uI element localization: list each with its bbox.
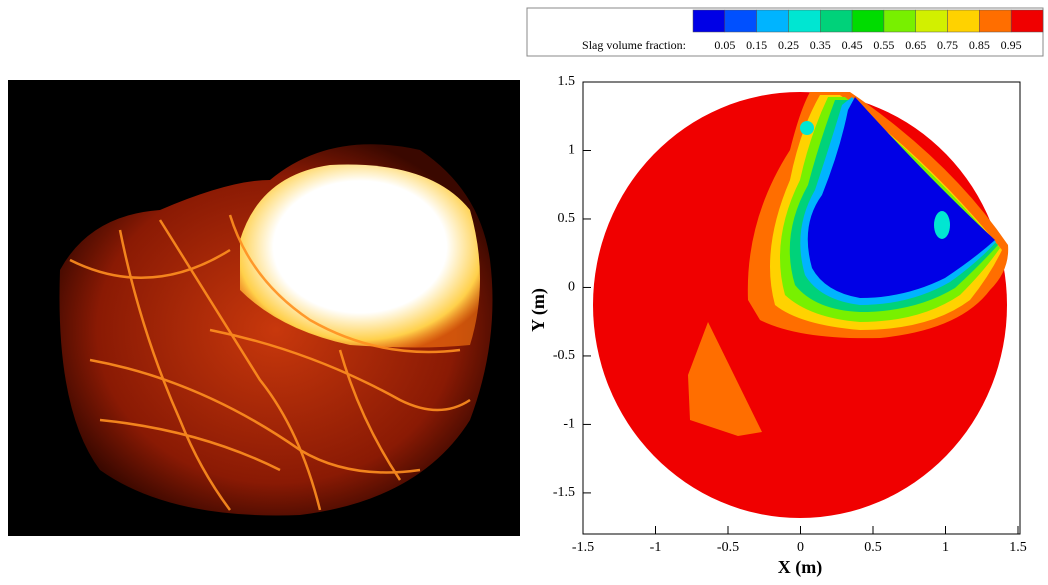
colorbar-swatch (884, 10, 916, 32)
colorbar-level: 0.45 (842, 38, 863, 52)
y-axis-label: Y (m) (528, 288, 549, 332)
colorbar-swatch (725, 10, 757, 32)
colorbar-swatch (757, 10, 789, 32)
y-tick-label: 1 (568, 143, 575, 158)
figure: Slag volume fraction: X (m) Y (m) -1.5 -1… (0, 0, 1048, 580)
colorbar-swatch (948, 10, 980, 32)
x-tick-label: 1 (942, 540, 949, 555)
y-tick-label: -0.5 (553, 348, 575, 363)
colorbar-swatch (693, 10, 725, 32)
x-tick-label: 0.5 (864, 540, 882, 555)
colorbar-level: 0.15 (746, 38, 767, 52)
y-tick-label: 1.5 (558, 74, 576, 89)
colorbar-level: 0.75 (937, 38, 958, 52)
photo (8, 80, 520, 536)
colorbar-level: 0.65 (905, 38, 926, 52)
colorbar-level: 0.05 (714, 38, 735, 52)
x-tick-label: 0 (797, 540, 804, 555)
y-tick-label: -1 (563, 417, 575, 432)
y-tick-label: 0 (568, 280, 575, 295)
colorbar-level: 0.95 (1001, 38, 1022, 52)
x-tick-label: -1.5 (572, 540, 594, 555)
y-tick-label: 0.5 (558, 211, 576, 226)
colorbar-swatch (916, 10, 948, 32)
colorbar-swatch (788, 10, 820, 32)
colorbar-swatch (852, 10, 884, 32)
colorbar-level: 0.35 (810, 38, 831, 52)
x-tick-label: 1.5 (1009, 540, 1027, 555)
x-tick-label: -1 (650, 540, 662, 555)
x-axis-label: X (m) (778, 557, 822, 578)
colorbar-swatch (820, 10, 852, 32)
x-tick-label: -0.5 (717, 540, 739, 555)
colorbar-level: 0.55 (873, 38, 894, 52)
colorbar-level: 0.25 (778, 38, 799, 52)
colorbar-level: 0.85 (969, 38, 990, 52)
colorbar-label: Slag volume fraction: (582, 38, 686, 52)
y-tick-label: -1.5 (553, 485, 575, 500)
contour-field (580, 78, 1020, 518)
colorbar-swatch (979, 10, 1011, 32)
colorbar-swatch (1011, 10, 1043, 32)
